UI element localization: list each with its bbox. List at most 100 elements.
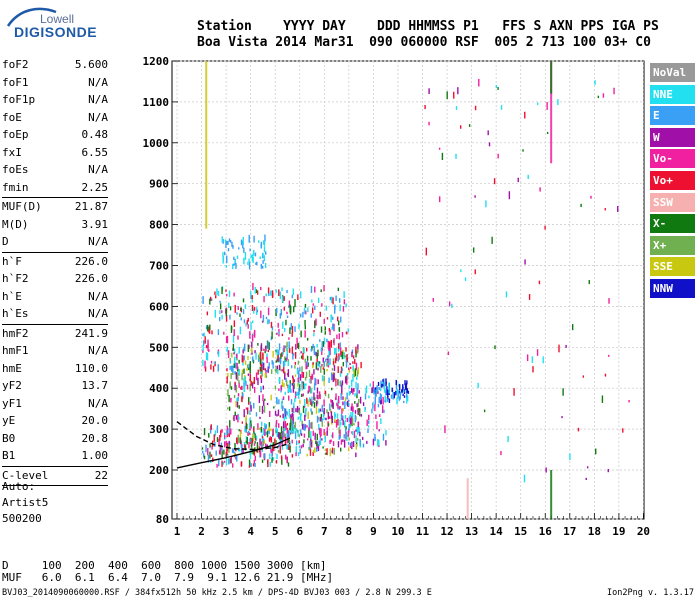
echo-point [402,384,404,392]
echo-point [294,362,297,365]
param-row-2: foF1p N/A [2,91,108,109]
echo-point [321,349,323,355]
echo-point [238,382,240,388]
echo-point [248,400,250,405]
echo-point [221,286,223,295]
echo-point [351,413,354,422]
echo-point [246,407,249,415]
echo-point [380,388,382,392]
echo-point [332,432,334,439]
echo-point [323,368,325,375]
echo-point [241,421,244,424]
echo-point [204,360,206,364]
echo-point [277,409,280,416]
param-value: N/A [88,93,108,106]
echo-point [505,291,508,298]
echo-point [309,448,312,456]
echo-point [234,371,236,375]
echo-point [236,455,238,462]
echo-point [315,318,317,326]
echo-point [341,332,344,338]
echo-point [241,369,244,375]
echo-point [251,335,254,342]
echo-point [331,450,333,454]
echo-point [374,403,376,412]
echo-point [283,306,285,311]
echo-point [374,387,377,393]
echo-point [225,240,227,249]
echo-point [244,304,247,309]
echo-point [398,391,401,394]
echo-point [243,409,245,418]
echo-point [226,454,229,458]
echo-point [314,447,316,452]
echo-point [293,402,295,409]
echo-point [340,392,342,400]
echo-point [312,449,315,453]
echo-point [304,330,306,338]
echo-point [329,403,331,411]
echo-point [260,263,263,269]
echo-point [215,295,217,299]
echo-point [264,372,267,378]
echo-point [288,438,290,444]
echo-point [297,343,299,349]
echo-point [354,359,356,365]
echo-point [211,330,213,335]
echo-point [354,368,357,377]
echo-point [313,383,316,391]
echo-point [219,300,221,303]
param-name: foF2 [2,58,29,71]
param-row-21: B0 20.8 [2,430,108,448]
echo-point [262,429,265,435]
echo-point [357,367,360,375]
echo-point [229,306,232,311]
echo-point [286,352,288,360]
echo-point [296,391,298,396]
echo-point [337,343,340,351]
echo-point [308,430,310,438]
echo-point [275,419,278,425]
echo-column [550,61,553,94]
echo-point [282,429,285,438]
echo-point [393,392,396,399]
echo-point [345,428,347,435]
echo-point [355,444,357,450]
echo-point [265,316,268,320]
echo-point [301,383,303,391]
param-value: 22 [94,468,108,482]
echo-point [265,424,268,429]
echo-point [343,351,345,359]
echo-point [526,354,529,362]
param-value: N/A [88,289,108,303]
echo-point [245,415,247,422]
echo-point [395,379,397,386]
echo-point [225,451,227,458]
param-row-1: foF1 N/A [2,74,108,92]
echo-point [295,428,297,433]
echo-point [256,290,259,295]
echo-point [266,430,269,438]
echo-point [276,358,279,362]
echo-point [258,395,261,404]
echo-point [403,395,406,398]
echo-point [500,450,502,456]
echo-point [280,426,283,434]
echo-point [278,351,280,356]
echo-point [225,440,228,446]
echo-point [513,388,515,396]
echo-point [298,440,300,444]
echo-point [320,289,322,293]
echo-point [281,369,283,372]
echo-point [262,394,264,402]
echo-point [277,432,280,438]
echo-point [286,289,288,294]
echo-point [314,320,316,329]
echo-point [317,395,320,399]
echo-point [558,344,560,353]
echo-point [298,387,300,394]
echo-point [284,356,286,362]
echo-point [250,254,252,258]
echo-point [311,346,313,351]
echo-point [231,241,233,247]
